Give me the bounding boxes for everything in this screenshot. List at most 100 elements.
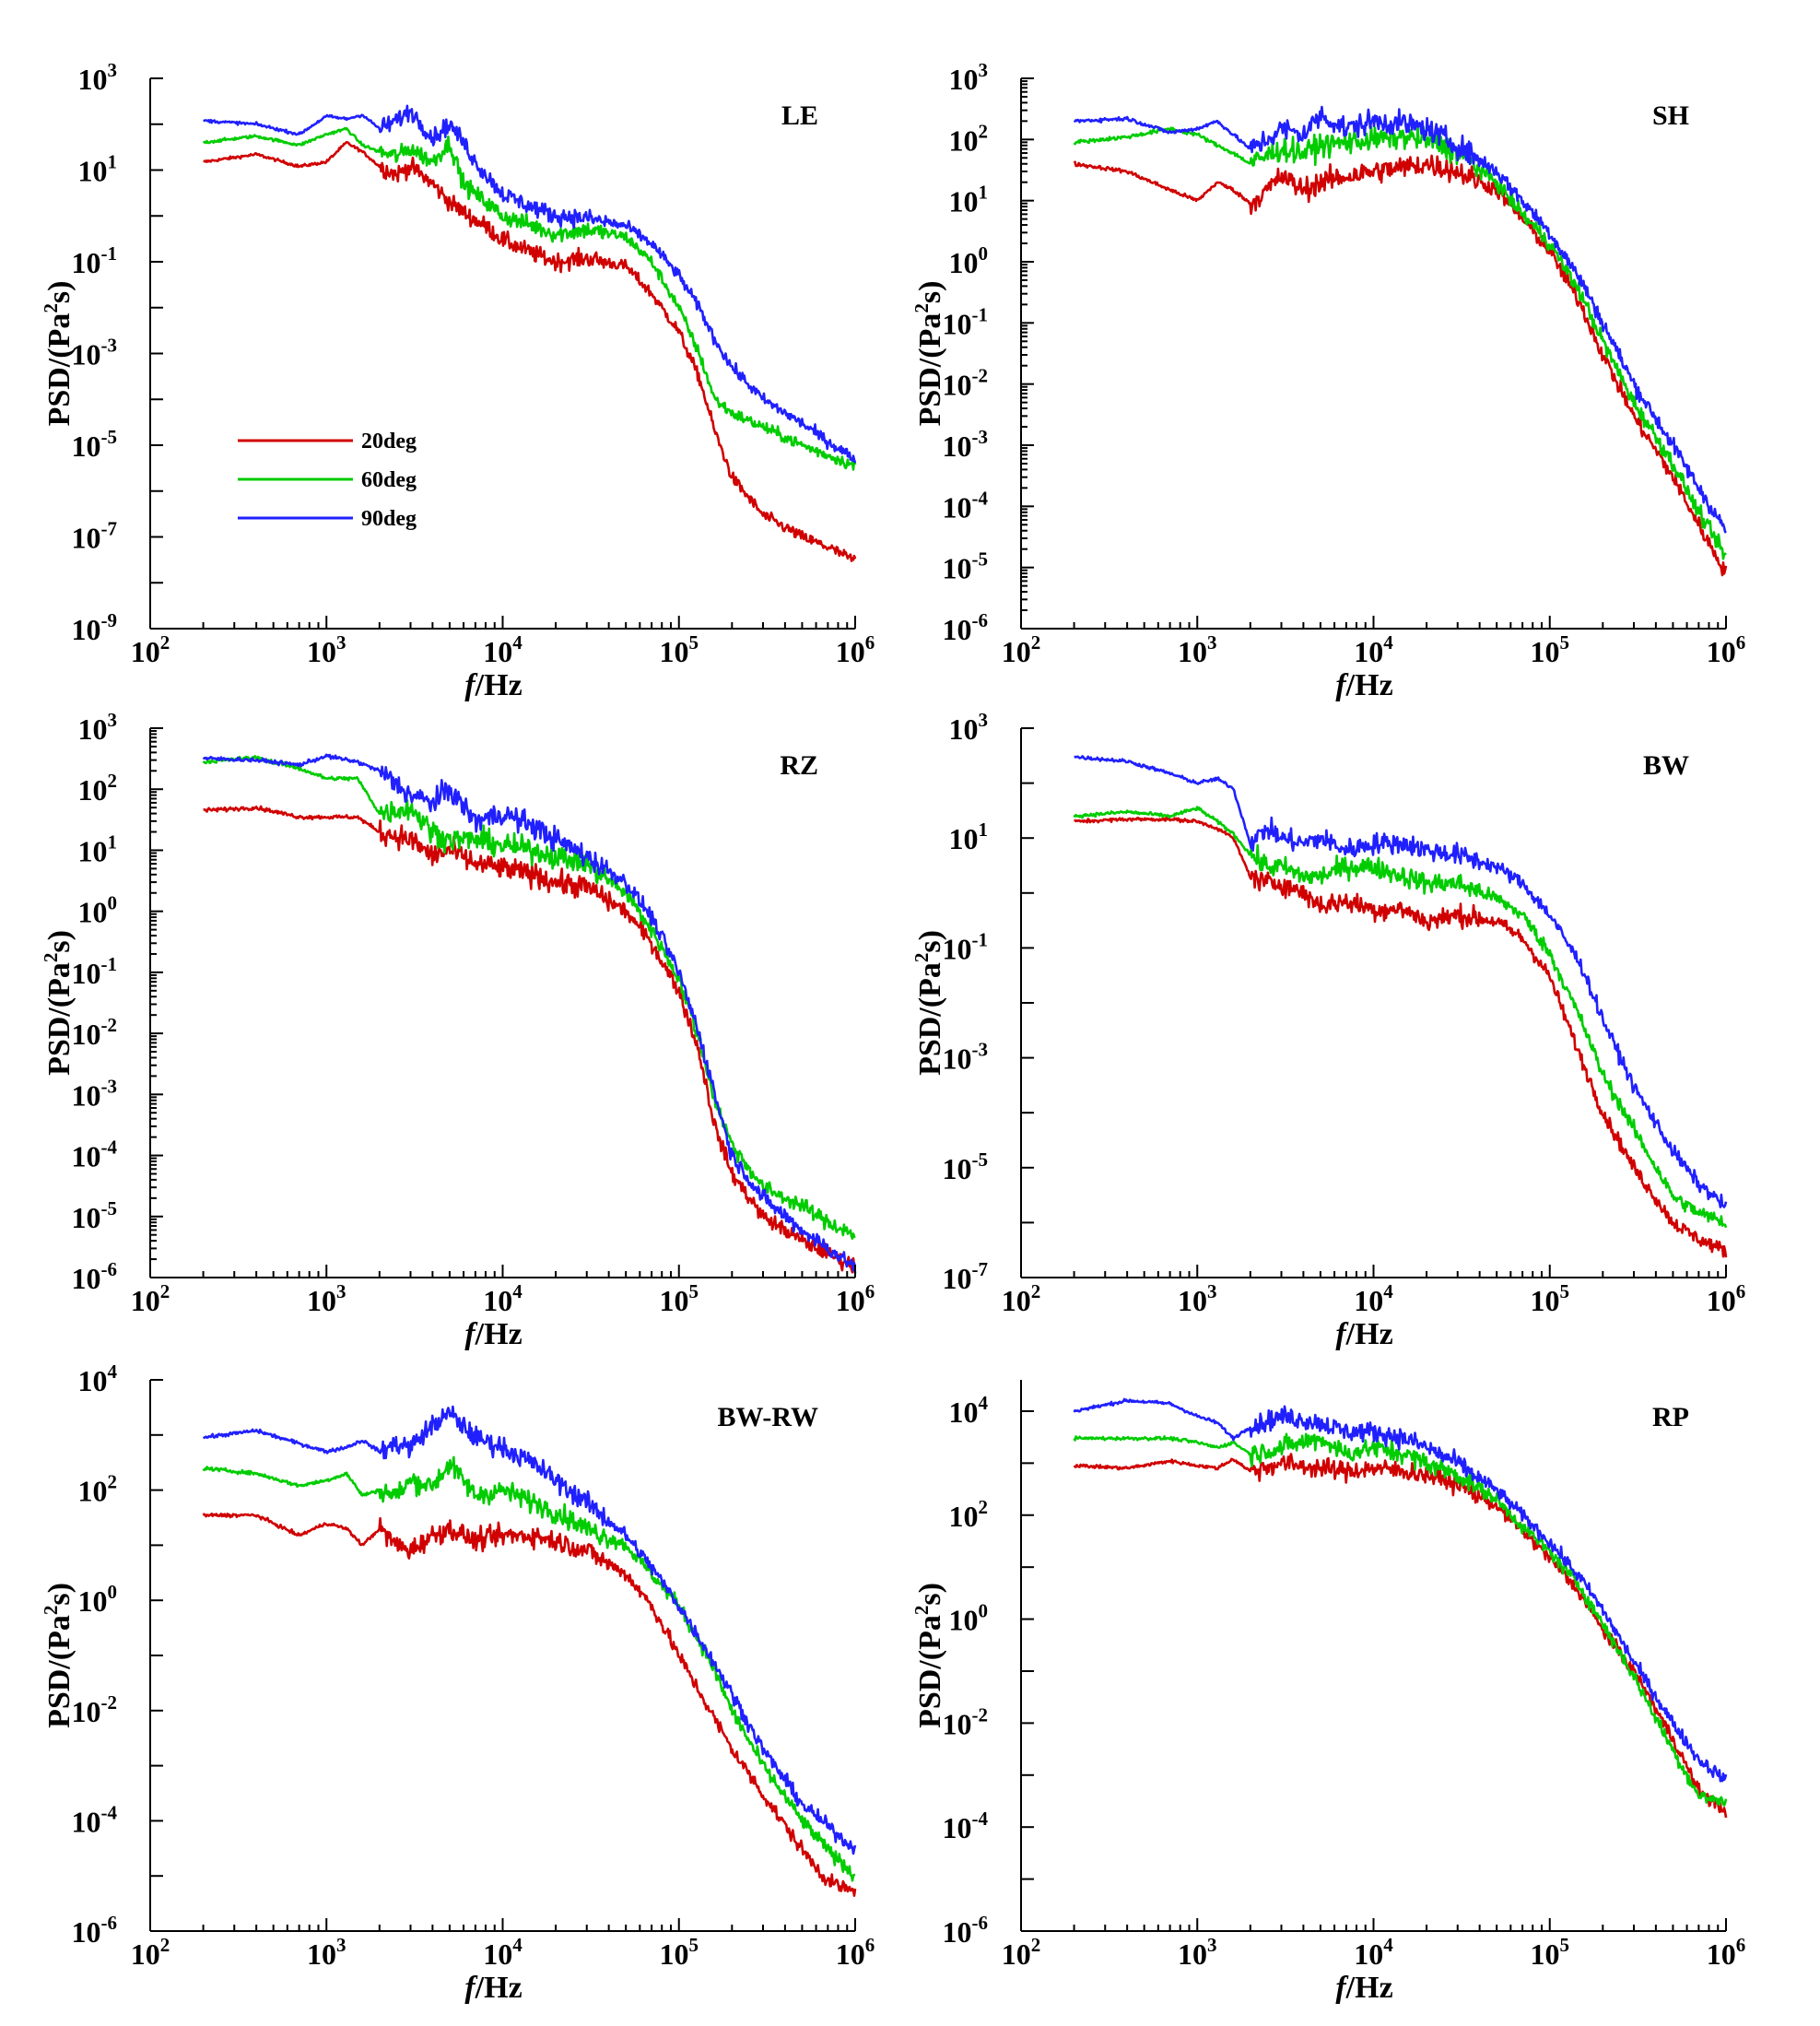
x-tick-label: 105 (660, 1280, 699, 1317)
x-tick-label: 104 (483, 1280, 523, 1317)
x-tick-label: 104 (1354, 1934, 1393, 1971)
x-tick-label: 105 (660, 1934, 699, 1971)
y-tick-label: 10-1 (943, 928, 989, 965)
y-tick-label: 102 (78, 1471, 118, 1508)
y-tick-label: 10-5 (72, 1197, 118, 1234)
x-tick-label: 106 (1707, 631, 1746, 668)
x-tick-label: 106 (1707, 1934, 1746, 1971)
series-group (202, 1405, 857, 1897)
y-tick-label: 102 (949, 120, 989, 157)
y-tick-label: 10-1 (72, 953, 118, 990)
y-tick-label: 103 (949, 709, 989, 746)
panel-title: RZ (780, 750, 818, 781)
y-axis-label: PSD/(Pa2s) (40, 1583, 76, 1728)
y-axis-label: PSD/(Pa2s) (910, 930, 947, 1076)
panel-title: BW-RW (718, 1402, 819, 1432)
x-tick-label: 105 (1531, 1280, 1570, 1317)
x-tick-label: 103 (307, 1280, 346, 1317)
y-tick-label: 10-7 (943, 1258, 989, 1295)
y-tick-label: 104 (949, 1392, 989, 1429)
y-tick-label: 10-2 (943, 1703, 989, 1740)
x-tick-label: 104 (1354, 1280, 1393, 1317)
x-axis-label: f/Hz (464, 1971, 522, 2005)
y-tick-label: 10-1 (72, 242, 118, 279)
y-tick-label: 10-6 (72, 1258, 118, 1295)
x-tick-label: 105 (1531, 1934, 1570, 1971)
y-tick-label: 100 (949, 1600, 989, 1637)
x-tick-label: 102 (131, 1934, 170, 1971)
y-tick-label: 10-3 (943, 1039, 989, 1076)
legend-label-20deg: 20deg (361, 430, 417, 453)
y-tick-label: 10-5 (72, 426, 118, 463)
series-group (1073, 1397, 1728, 1819)
series-line-90deg (202, 1405, 857, 1855)
legend: 20deg 60deg 90deg (238, 430, 417, 531)
y-tick-label: 10-4 (943, 1808, 989, 1844)
y-axis-label: PSD/(Pa2s) (40, 930, 76, 1076)
y-tick-label: 10-7 (72, 518, 118, 555)
x-axis-label: f/Hz (1335, 668, 1392, 702)
y-tick-label: 102 (78, 770, 118, 807)
series-group (1073, 755, 1728, 1258)
x-tick-label: 103 (1178, 1934, 1217, 1971)
y-tick-label: 103 (949, 59, 989, 96)
x-tick-label: 102 (1002, 1934, 1041, 1971)
y-tick-label: 10-3 (943, 426, 989, 463)
x-tick-label: 104 (483, 631, 523, 668)
y-axis-label: PSD/(Pa2s) (910, 281, 947, 427)
y-tick-label: 10-6 (943, 1912, 989, 1949)
panel-bw: 102 103 104 105 106 10-7 10-5 10-3 10-1 101 103 f/H… (910, 709, 1745, 1351)
y-tick-label: 101 (949, 182, 989, 218)
panel-rp: 102 103 104 105 10610-610-410-2100102104f/Hz… (910, 1380, 1745, 2005)
series-line-90deg (203, 104, 857, 464)
x-tick-label: 103 (1178, 631, 1217, 668)
y-tick-label: 101 (78, 830, 118, 867)
series-line-90deg (1073, 1397, 1728, 1783)
y-tick-label: 104 (78, 1360, 118, 1397)
series-line-90deg (1074, 755, 1728, 1208)
series-line-60deg (202, 126, 857, 471)
panel-title: LE (781, 100, 818, 131)
y-tick-label: 10-5 (943, 1148, 989, 1185)
y-tick-label: 103 (78, 709, 118, 746)
series-line-20deg (203, 140, 857, 562)
series-line-60deg (202, 1455, 856, 1882)
x-tick-label: 102 (131, 631, 170, 668)
x-tick-label: 105 (660, 631, 699, 668)
series-line-20deg (203, 805, 857, 1274)
y-tick-label: 10-3 (72, 1075, 118, 1112)
y-tick-label: 10-3 (72, 335, 118, 371)
panel-bw-rw: 102 103 104 105 10610-610-410-2100102104f/Hz… (40, 1360, 875, 2005)
y-tick-label: 10-4 (72, 1801, 118, 1838)
y-tick-label: 100 (78, 1581, 118, 1618)
series-line-60deg (1073, 123, 1727, 560)
y-tick-label: 100 (78, 892, 118, 929)
y-tick-label: 10-2 (72, 1014, 118, 1051)
x-axis-label: f/Hz (1335, 1971, 1392, 2005)
panel-rz: 102 103 104 105 106 10-6 10-5 10-4 10-3 10-2 10-1 1… (40, 709, 875, 1351)
series-line-20deg (202, 1512, 857, 1897)
y-tick-label: 101 (949, 819, 989, 855)
y-tick-label: 10-5 (943, 548, 989, 585)
y-tick-label: 10-6 (943, 609, 989, 646)
y-tick-label: 10-2 (943, 365, 989, 402)
x-tick-label: 104 (483, 1934, 523, 1971)
series-group (202, 753, 857, 1274)
x-tick-label: 102 (131, 1280, 170, 1317)
x-tick-label: 102 (1002, 1280, 1041, 1317)
y-tick-label: 10-6 (72, 1912, 118, 1949)
y-axis-label: PSD/(Pa2s) (40, 281, 76, 427)
y-tick-label: 10-4 (943, 487, 989, 524)
panel-le: 102 103 104 105 106 10-9 10-7 10-5 10-3 10-1 101 10… (40, 59, 875, 702)
series-line-60deg (202, 755, 856, 1240)
series-line-60deg (1073, 1432, 1728, 1807)
series-line-90deg (1073, 105, 1727, 534)
panel-title: RP (1652, 1402, 1689, 1432)
legend-label-60deg: 60deg (361, 468, 417, 492)
series-line-90deg (202, 753, 857, 1274)
y-tick-label: 101 (78, 151, 118, 188)
x-tick-label: 106 (836, 1934, 875, 1971)
legend-label-90deg: 90deg (361, 507, 417, 531)
y-tick-label: 102 (949, 1496, 989, 1533)
